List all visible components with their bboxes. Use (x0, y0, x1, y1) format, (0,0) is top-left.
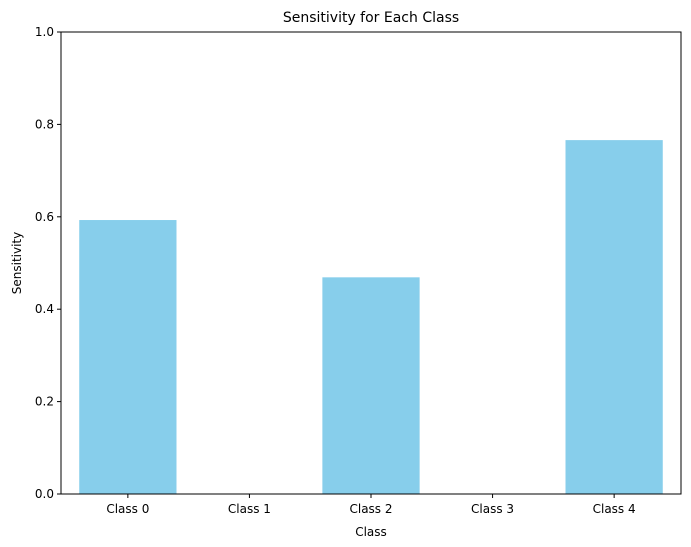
x-tick-label-0: Class 0 (106, 502, 149, 516)
bar-2 (322, 277, 420, 494)
chart-title: Sensitivity for Each Class (283, 10, 459, 26)
y-tick-label-1: 0.2 (35, 395, 54, 409)
bar-4 (565, 140, 663, 494)
y-tick-label-3: 0.6 (35, 210, 54, 224)
y-tick-label-2: 0.4 (35, 302, 54, 316)
x-tick-label-1: Class 1 (228, 502, 271, 516)
bars-group (79, 140, 663, 494)
x-tick-label-2: Class 2 (349, 502, 392, 516)
x-tick-label-4: Class 4 (593, 502, 636, 516)
y-axis-label: Sensitivity (10, 232, 24, 294)
y-tick-label-5: 1.0 (35, 25, 54, 39)
x-tick-label-3: Class 3 (471, 502, 514, 516)
y-tick-label-0: 0.0 (35, 487, 54, 501)
bar-0 (79, 220, 177, 494)
y-axis-ticks: 0.0 0.2 0.4 0.6 0.8 1.0 (35, 25, 61, 501)
y-tick-label-4: 0.8 (35, 117, 54, 131)
x-axis-label: Class (355, 525, 387, 539)
x-axis-ticks: Class 0 Class 1 Class 2 Class 3 Class 4 (106, 494, 636, 516)
